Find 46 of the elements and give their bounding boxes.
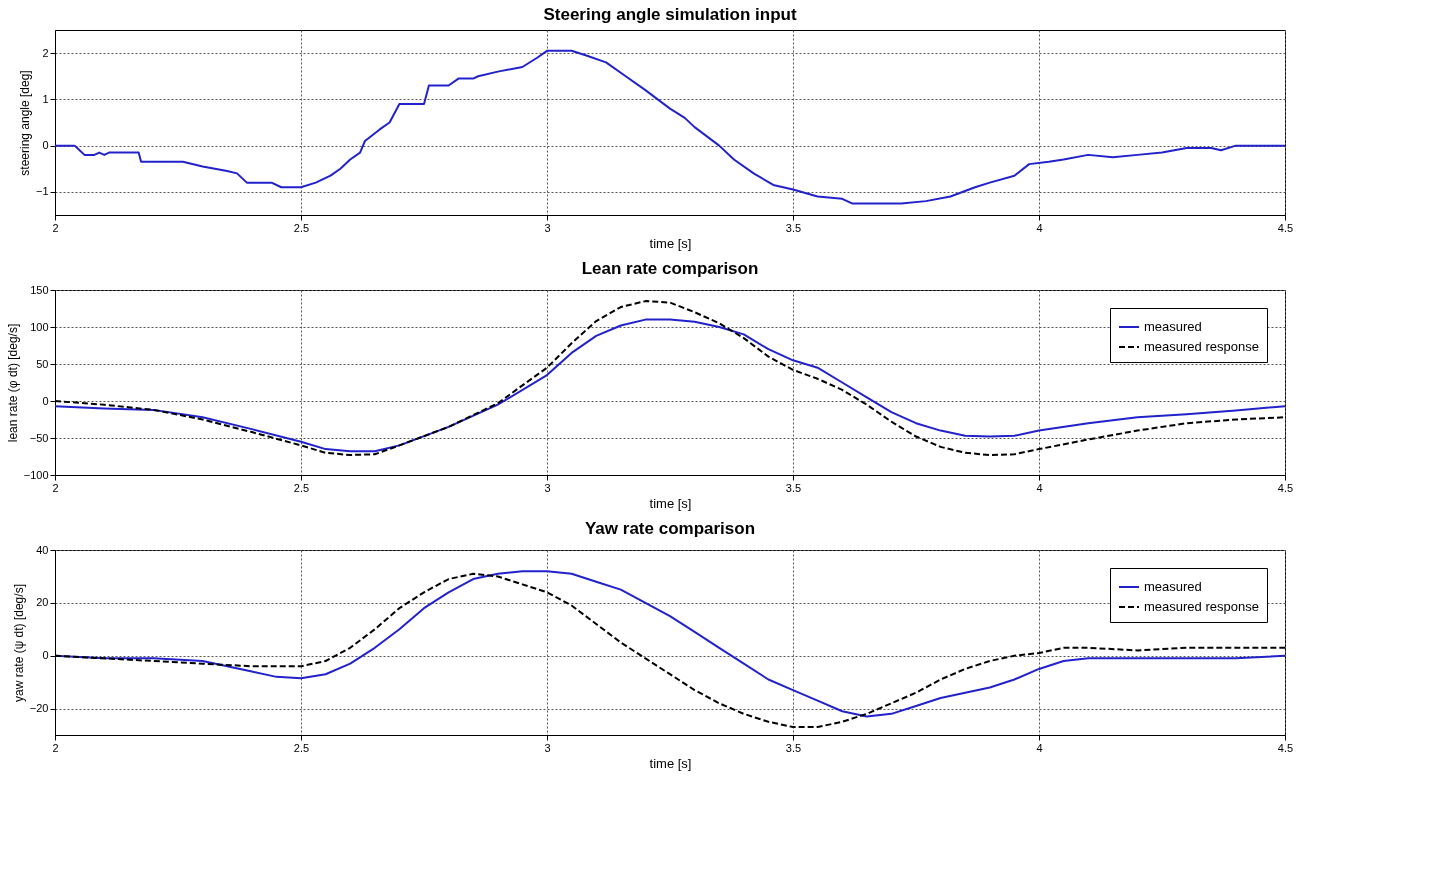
x-axis-title: time [s] [649,495,692,511]
y-tick-label: 150 [30,283,49,296]
x-tick-label: 2 [52,741,59,754]
y-tick-label: −100 [23,468,49,481]
chart-title: Lean rate comparison [581,259,759,278]
x-tick-label: 3.5 [785,481,802,494]
x-tick-label: 4.5 [1277,741,1294,754]
x-tick-label: 3 [544,481,551,494]
x-tick-label: 2.5 [293,481,310,494]
x-tick-label: 2.5 [293,741,310,754]
x-tick-label: 3 [544,741,551,754]
x-axis-title: time [s] [649,235,692,251]
x-tick-label: 2 [52,221,59,234]
y-tick-label: 1 [42,92,49,105]
y-tick-label: −1 [35,185,49,198]
chart-title: Yaw rate comparison [584,519,756,538]
x-axis-title: time [s] [649,755,692,771]
line-series [54,49,1286,205]
y-axis-title: yaw rate (ψ dt) [deg/s] [11,584,26,702]
y-axis-title: steering angle [deg] [17,70,32,176]
legend-label: measured [1144,319,1202,334]
y-tick-label: 40 [36,543,49,556]
x-tick-label: 2.5 [293,221,310,234]
x-tick-label: 4 [1036,481,1043,494]
x-tick-label: 4.5 [1277,481,1294,494]
x-tick-label: 4 [1036,741,1043,754]
y-tick-label: 20 [36,596,49,609]
x-tick-label: 3 [544,221,551,234]
legend-label: measured response [1144,339,1259,354]
y-tick-label: 0 [42,139,49,152]
y-axis-title: lean rate (φ dt) [deg/s] [5,323,20,443]
x-tick-label: 4.5 [1277,221,1294,234]
chart-title: Steering angle simulation input [543,5,797,24]
y-tick-label: 100 [30,320,49,333]
legend-label: measured response [1144,599,1259,614]
y-tick-label: 0 [42,649,49,662]
y-tick-label: −50 [29,431,49,444]
x-tick-label: 3.5 [785,221,802,234]
y-tick-label: 2 [42,46,49,59]
legend-label: measured [1144,579,1202,594]
x-tick-label: 4 [1036,221,1043,234]
y-tick-label: 0 [42,394,49,407]
y-tick-label: 50 [36,357,49,370]
x-tick-label: 3.5 [785,741,802,754]
y-tick-label: −20 [29,702,49,715]
x-tick-label: 2 [52,481,59,494]
